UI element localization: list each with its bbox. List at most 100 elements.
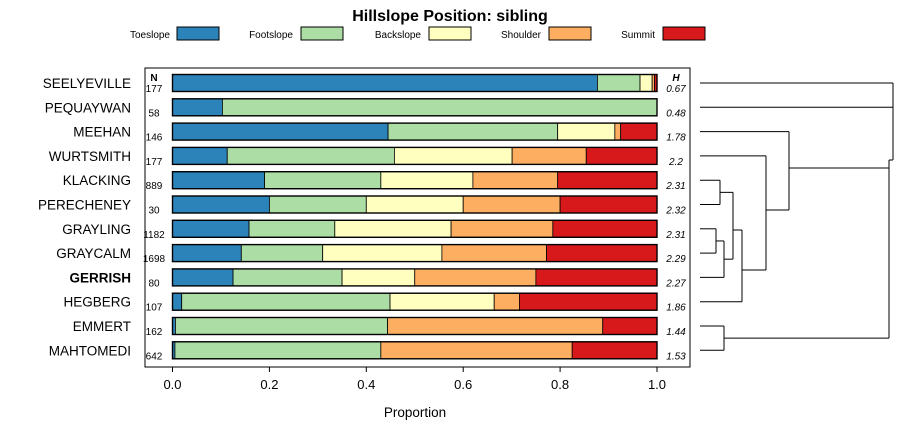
row-pequaywan: PEQUAYWAN 58 0.48 <box>45 98 686 119</box>
bar-outline-seelyeville <box>171 73 658 93</box>
row-gerrish: GERRISH 80 2.27 <box>69 268 686 289</box>
x-tick-label: 0.8 <box>551 377 569 392</box>
bar-hegberg-summit <box>519 292 658 311</box>
legend-swatch-toeslope <box>176 26 220 41</box>
legend-label-backslope: Backslope <box>375 30 422 41</box>
bar-graycalm-summit <box>546 244 658 263</box>
bar-klacking-summit <box>557 171 658 190</box>
legend-swatch-backslope <box>428 26 472 41</box>
chart-title: Hillslope Position: sibling <box>352 8 548 25</box>
bar-graycalm-backslope <box>322 244 443 263</box>
legend-label-shoulder: Shoulder <box>501 30 542 41</box>
h-value-emmert: 1.44 <box>666 327 686 338</box>
bar-grayling-backslope <box>334 219 452 238</box>
x-tick-label: 1.0 <box>648 377 666 392</box>
bar-mahtomedi-summit <box>571 341 658 360</box>
n-value-wurtsmith: 177 <box>146 157 163 168</box>
bar-perecheney-backslope <box>365 195 464 214</box>
n-column-header: N <box>150 73 157 84</box>
bar-outline-perecheney <box>171 195 658 214</box>
soil-label-wurtsmith: WURTSMITH <box>49 149 131 164</box>
bar-hegberg-backslope <box>389 292 495 311</box>
bar-outline-mahtomedi <box>171 341 658 360</box>
bar-outline-meehan <box>171 122 658 141</box>
bar-gerrish-summit <box>535 268 658 287</box>
n-value-klacking: 889 <box>146 181 163 192</box>
h-value-mahtomedi: 1.53 <box>666 351 686 362</box>
h-value-hegberg: 1.86 <box>666 303 686 314</box>
row-graycalm: GRAYCALM 1698 2.29 <box>56 243 686 265</box>
bar-pequaywan-toeslope <box>172 98 223 117</box>
bar-emmert-footslope <box>175 317 389 335</box>
bar-klacking-toeslope <box>172 171 265 190</box>
bar-perecheney-toeslope <box>172 195 270 214</box>
soil-label-klacking: KLACKING <box>63 173 131 188</box>
bar-seelyeville-toeslope <box>172 74 598 92</box>
legend-label-summit: Summit <box>621 30 655 41</box>
h-value-wurtsmith: 2.2 <box>668 157 683 168</box>
row-wurtsmith: WURTSMITH 177 2.2 <box>49 146 683 168</box>
h-value-grayling: 2.31 <box>665 230 685 241</box>
bar-grayling-toeslope <box>172 219 250 238</box>
n-value-emmert: 162 <box>146 327 163 338</box>
bar-gerrish-backslope <box>341 268 416 287</box>
x-tick-label: 0.4 <box>357 377 375 392</box>
row-perecheney: PERECHENEY 30 2.32 <box>38 195 686 217</box>
n-value-grayling: 1182 <box>143 230 165 241</box>
row-emmert: EMMERT 162 1.44 <box>73 316 686 338</box>
soil-label-graycalm: GRAYCALM <box>56 246 131 261</box>
n-value-hegberg: 107 <box>146 303 163 314</box>
row-klacking: KLACKING 889 2.31 <box>63 170 686 192</box>
bar-grayling-summit <box>552 219 658 238</box>
x-tick-label: 0.6 <box>454 377 472 392</box>
bar-meehan-backslope <box>557 122 616 141</box>
bar-outline-grayling <box>171 219 658 239</box>
bar-outline-hegberg <box>171 292 658 311</box>
row-hegberg: HEGBERG 107 1.86 <box>63 292 686 314</box>
row-seelyeville: SEELYEVILLE 177 0.67 <box>43 73 686 95</box>
bar-gerrish-footslope <box>232 268 343 287</box>
bar-mahtomedi-shoulder <box>380 341 573 360</box>
legend-swatch-summit <box>662 26 706 41</box>
bar-emmert-shoulder <box>387 317 604 335</box>
h-value-gerrish: 2.27 <box>665 278 686 289</box>
bar-grayling-shoulder <box>450 219 554 238</box>
n-value-seelyeville: 177 <box>146 84 163 95</box>
legend: Toeslope Footslope Backslope Shoulder Summit <box>130 26 706 41</box>
bar-outline-wurtsmith <box>171 146 658 166</box>
bar-wurtsmith-toeslope <box>172 146 228 165</box>
h-value-perecheney: 2.32 <box>665 206 686 217</box>
bar-klacking-footslope <box>264 171 382 190</box>
n-value-pequaywan: 58 <box>148 108 160 119</box>
legend-swatch-footslope <box>300 26 344 41</box>
soil-label-mahtomedi: MAHTOMEDI <box>49 343 131 358</box>
bar-meehan-toeslope <box>172 122 389 141</box>
h-value-pequaywan: 0.48 <box>666 108 686 119</box>
bar-seelyeville-backslope <box>639 74 653 92</box>
soil-label-perecheney: PERECHENEY <box>38 198 131 213</box>
soil-label-emmert: EMMERT <box>73 319 131 334</box>
bar-outline-graycalm <box>171 243 658 263</box>
bar-hegberg-footslope <box>181 292 391 311</box>
bar-wurtsmith-backslope <box>394 146 513 165</box>
plot-frame <box>144 67 691 368</box>
soil-label-seelyeville: SEELYEVILLE <box>43 76 131 91</box>
bar-graycalm-footslope <box>240 244 324 263</box>
x-tick-label: 0.0 <box>163 377 181 392</box>
soil-label-meehan: MEEHAN <box>73 125 131 140</box>
bar-perecheney-shoulder <box>462 195 561 214</box>
row-mahtomedi: MAHTOMEDI 642 1.53 <box>49 341 686 362</box>
bar-meehan-footslope <box>387 122 559 141</box>
h-value-meehan: 1.78 <box>666 133 686 144</box>
soil-label-gerrish: GERRISH <box>69 270 131 285</box>
bar-perecheney-footslope <box>268 195 367 214</box>
bar-gerrish-toeslope <box>172 268 234 287</box>
x-tick-label: 0.2 <box>260 377 278 392</box>
bar-gerrish-shoulder <box>414 268 537 287</box>
h-column-header: H <box>672 73 680 84</box>
soil-label-hegberg: HEGBERG <box>63 295 131 310</box>
x-axis: 0.0 0.2 0.4 0.6 0.8 1.0 <box>163 367 666 392</box>
bar-wurtsmith-summit <box>585 146 658 165</box>
row-meehan: MEEHAN 146 1.78 <box>73 122 686 144</box>
dendrogram <box>700 82 894 351</box>
